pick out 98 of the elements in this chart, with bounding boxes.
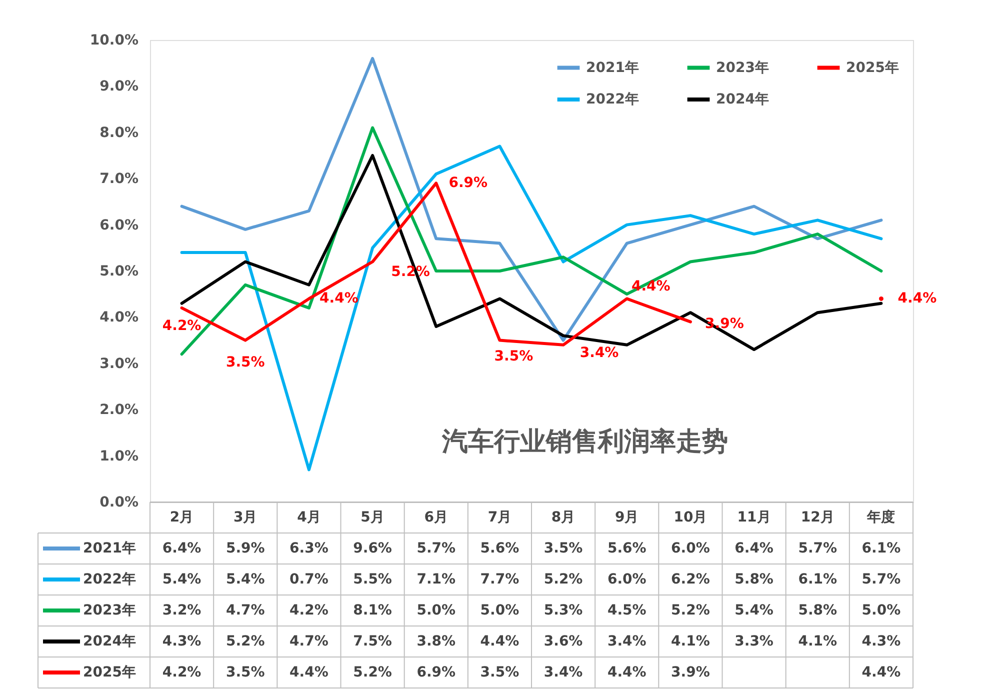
data-label: 6.0% (607, 572, 646, 588)
x-tick-label: 6月 (424, 510, 448, 526)
data-label: 4.7% (290, 634, 328, 650)
y-tick-label: 9.0% (100, 78, 138, 95)
data-label: 8.1% (353, 602, 392, 618)
data-label: 5.7% (416, 540, 456, 556)
y-tick-label: 10.0% (90, 32, 138, 48)
y-tick-label: 2.0% (100, 402, 138, 418)
data-label: 5.3% (544, 602, 583, 618)
legend-label: 2024年 (716, 92, 769, 108)
x-tick-label: 8月 (551, 510, 576, 526)
data-label: 5.6% (480, 540, 520, 556)
data-label: 6.2% (671, 572, 710, 588)
data-label: 4.5% (607, 602, 646, 618)
x-tick-label: 4月 (297, 510, 321, 526)
text: 汽车行业销售利润率走势 (440, 426, 728, 457)
data-label: 4.4% (607, 664, 646, 680)
data-label: 3.5% (226, 664, 265, 680)
x-tick-label: 2月 (170, 510, 194, 526)
y-tick-label: 1.0% (100, 448, 138, 464)
data-label: 4.4% (480, 634, 520, 650)
annotation: 6.9% (448, 175, 488, 192)
x-tick-label: 11月 (737, 510, 771, 526)
data-label: 7.1% (416, 572, 456, 588)
data-label: 3.9% (671, 664, 710, 680)
data-label: 5.9% (226, 540, 265, 556)
data-label: 6.9% (416, 664, 456, 680)
y-tick-label: 8.0% (100, 124, 138, 141)
data-label: 5.8% (734, 572, 774, 588)
y-tick-label: 7.0% (100, 171, 138, 188)
data-label: 5.8% (798, 602, 838, 618)
data-label: 6.4% (734, 540, 774, 556)
x-tick-label: 9月 (615, 510, 639, 526)
data-label: 4.4% (862, 664, 901, 680)
annotation: 4.2% (162, 318, 202, 334)
data-label: 5.0% (416, 602, 456, 618)
data-label: 6.1% (862, 540, 901, 556)
x-tick-label: 7月 (488, 510, 512, 526)
data-label: 5.4% (162, 572, 202, 588)
x-tick-label: 年度 (866, 508, 896, 526)
data-label: 5.6% (607, 540, 646, 556)
y-tick-label: 4.0% (100, 310, 138, 326)
data-label: 6.1% (798, 572, 838, 588)
y-tick-label: 3.0% (100, 356, 138, 372)
x-tick-label: 3月 (234, 510, 258, 526)
y-tick-label: 0.0% (100, 494, 138, 510)
text: 2023年 (83, 602, 136, 618)
x-tick-label: 12月 (800, 510, 834, 526)
data-label: 5.0% (862, 602, 901, 618)
legend-label: 2021年 (586, 60, 639, 76)
annotation: 3.5% (494, 348, 534, 364)
data-label: 6.4% (162, 540, 202, 556)
annotation: 3.5% (226, 354, 265, 370)
data-label: 3.8% (416, 634, 456, 650)
data-label: 5.0% (480, 602, 520, 618)
text: 2025年 (83, 664, 136, 680)
data-label: 3.3% (734, 634, 774, 650)
legend-label: 2022年 (586, 92, 639, 108)
data-label: 4.1% (671, 634, 710, 650)
y-tick-label: 5.0% (100, 264, 138, 280)
data-label: 5.2% (671, 602, 710, 618)
data-label: 3.5% (480, 664, 520, 680)
legend-label: 2023年 (716, 60, 769, 76)
annotation: 4.4% (898, 290, 937, 307)
data-label: 5.7% (798, 540, 838, 556)
data-label: 5.5% (353, 572, 392, 588)
data-label: 6.3% (290, 540, 328, 556)
text: 2021年 (83, 540, 136, 556)
data-label: 3.2% (162, 602, 202, 618)
data-label: 3.4% (607, 634, 646, 650)
data-label: 0.7% (290, 572, 328, 588)
data-label: 3.4% (544, 664, 583, 680)
data-label: 4.1% (798, 634, 838, 650)
data-label: 5.2% (353, 664, 392, 680)
data-label: 5.7% (862, 572, 901, 588)
x-tick-label: 10月 (674, 510, 708, 526)
legend-label: 2025年 (846, 60, 899, 76)
data-label: 9.6% (353, 540, 392, 556)
data-label: 4.7% (226, 602, 265, 618)
data-label: 5.4% (226, 572, 265, 588)
data-label: 3.5% (544, 540, 583, 556)
data-label: 6.0% (671, 540, 710, 556)
text: 2022年 (83, 572, 136, 588)
data-label: 5.4% (734, 602, 774, 618)
x-tick-label: 5月 (360, 510, 384, 526)
data-label: 4.4% (290, 664, 328, 680)
data-label: 7.7% (480, 572, 520, 588)
data-label: 4.3% (162, 634, 202, 650)
data-label: 4.3% (862, 634, 901, 650)
data-label: 5.2% (544, 572, 583, 588)
data-label: 7.5% (353, 634, 392, 650)
data-label: 3.6% (544, 634, 583, 650)
annotation: 3.4% (580, 344, 619, 361)
data-label: 4.2% (290, 602, 328, 618)
text: 2024年 (83, 634, 136, 650)
y-tick-label: 6.0% (100, 217, 138, 234)
data-label: 4.2% (162, 664, 202, 680)
data-label: 5.2% (226, 634, 265, 650)
